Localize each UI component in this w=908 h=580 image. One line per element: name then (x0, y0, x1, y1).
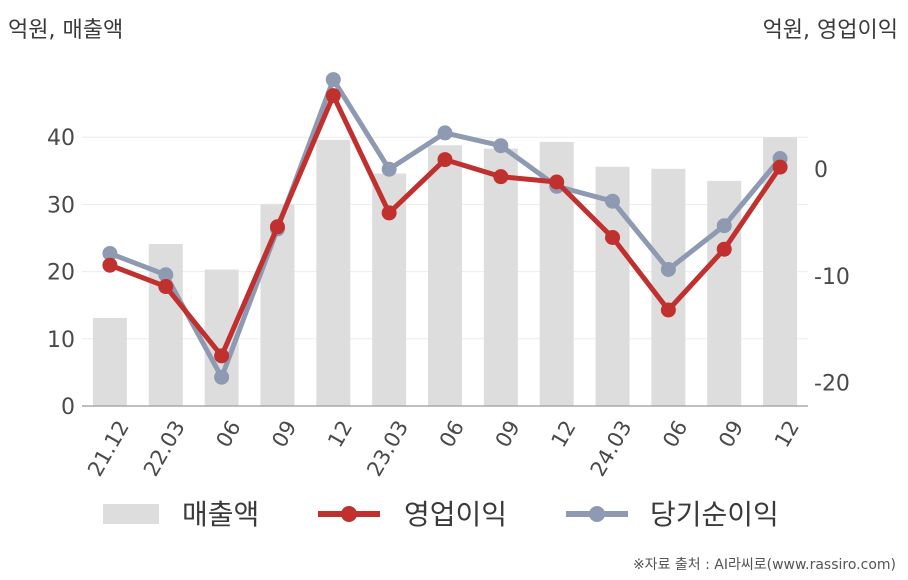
net-income-point (214, 369, 230, 385)
right-tick-label: 0 (814, 158, 828, 183)
profit-lines (102, 72, 788, 385)
x-tick-label: 12 (323, 416, 357, 451)
left-axis-ticks: 0 10 20 30 40 (47, 126, 75, 420)
operating-profit-point (549, 174, 565, 190)
right-axis-ticks: 0 -10 -20 (814, 158, 850, 396)
right-tick-label: -10 (814, 265, 850, 290)
x-tick-label: 09 (267, 416, 301, 451)
left-tick-label: 40 (47, 126, 75, 151)
x-tick-label: 24.03 (586, 416, 637, 480)
net-income-point (660, 261, 676, 277)
legend-marker-operating-profit (341, 506, 357, 522)
x-tick-label: 22.03 (139, 416, 190, 480)
right-tick-label: -20 (814, 372, 850, 397)
source-note: ※자료 출처 : AI라씨로(www.rassiro.com) (632, 557, 896, 573)
x-tick-label: 06 (211, 416, 245, 451)
net-income-point (158, 267, 174, 283)
legend-label-revenue: 매출액 (182, 498, 259, 531)
operating-profit-point (269, 219, 285, 235)
revenue-bar (763, 137, 798, 406)
net-income-point (605, 193, 621, 209)
net-income-point (716, 218, 732, 234)
x-tick-label: 09 (714, 416, 748, 451)
left-tick-label: 20 (47, 261, 75, 286)
net-income-point (102, 245, 118, 261)
x-tick-label: 06 (658, 416, 692, 451)
legend: 매출액 영업이익 당기순이익 (103, 498, 779, 531)
x-tick-label: 12 (547, 416, 581, 451)
operating-profit-point (158, 279, 174, 295)
net-income-point (493, 138, 509, 154)
right-axis-unit: 억원, 영업이익 (762, 18, 898, 43)
operating-profit-point (772, 159, 788, 175)
legend-label-net-income: 당기순이익 (650, 498, 779, 531)
operating-profit-point (437, 152, 453, 168)
left-axis-unit: 억원, 매출액 (8, 18, 124, 43)
operating-profit-series (102, 88, 788, 364)
revenue-bar (260, 204, 295, 406)
revenue-bar (651, 168, 686, 406)
net-income-point (325, 72, 341, 88)
operating-profit-point (660, 302, 676, 318)
left-tick-label: 30 (47, 193, 75, 218)
x-tick-label: 21.12 (83, 416, 134, 480)
legend-swatch-revenue (103, 504, 159, 524)
revenue-bar (483, 148, 518, 406)
revenue-bars (92, 137, 798, 407)
left-tick-label: 10 (47, 328, 75, 353)
revenue-bar (428, 145, 462, 406)
net-income-point (437, 125, 453, 141)
operating-profit-point (493, 169, 509, 185)
revenue-bar (316, 139, 351, 406)
operating-profit-point (325, 88, 341, 104)
x-tick-label: 12 (770, 416, 804, 451)
x-tick-label: 06 (435, 416, 469, 451)
operating-profit-point (214, 348, 230, 364)
operating-profit-point (716, 241, 732, 257)
revenue-bar (92, 317, 127, 406)
legend-marker-net-income (589, 506, 605, 522)
legend-label-operating-profit: 영업이익 (404, 498, 507, 531)
left-tick-label: 0 (61, 395, 75, 420)
net-income-point (381, 161, 397, 177)
operating-profit-point (381, 205, 397, 221)
x-tick-label: 09 (491, 416, 525, 451)
x-tick-label: 23.03 (362, 416, 413, 480)
operating-profit-point (605, 229, 621, 245)
x-axis-ticks: 21.12 22.03 06 09 12 23.03 06 09 12 24.03 06 09 12 (83, 416, 804, 480)
operating-profit-point (102, 257, 118, 273)
